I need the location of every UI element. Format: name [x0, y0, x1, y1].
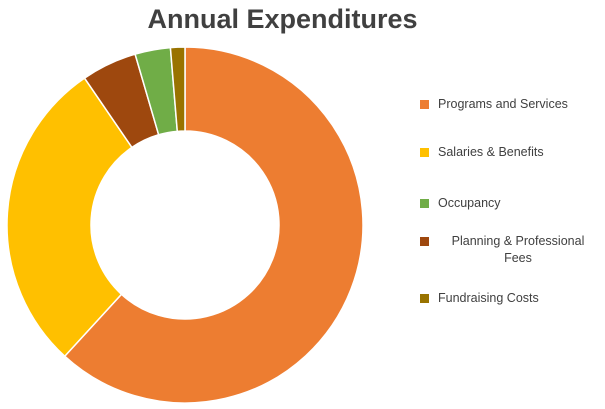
legend-item-fundraising-costs: Fundraising Costs: [420, 290, 605, 307]
legend-label: Occupancy: [438, 196, 501, 210]
donut-slice-programs-and-services: [63, 46, 364, 404]
legend-item-occupancy: Occupancy: [420, 195, 605, 212]
legend-item-salaries-and-benefits: Salaries & Benefits: [420, 144, 605, 161]
legend-label: Planning & Professional Fees: [451, 234, 585, 265]
legend-swatch-salaries: [420, 148, 429, 157]
legend-swatch-fundraising: [420, 294, 429, 303]
legend-swatch-planning: [420, 237, 429, 246]
legend-swatch-occupancy: [420, 199, 429, 208]
chart-title: Annual Expenditures: [147, 4, 418, 34]
legend-swatch-programs: [420, 100, 429, 109]
legend-label: Salaries & Benefits: [438, 145, 544, 159]
donut-slice-fundraising-costs: [169, 46, 186, 133]
donut-slice-salaries-and-benefits: [6, 77, 133, 358]
legend-item-programs-and-services: Programs and Services: [420, 96, 605, 113]
legend-item-planning-and-professional-fees: Planning & Professional Fees: [420, 233, 605, 267]
legend-label: Fundraising Costs: [438, 291, 539, 305]
legend-label: Programs and Services: [438, 97, 568, 111]
